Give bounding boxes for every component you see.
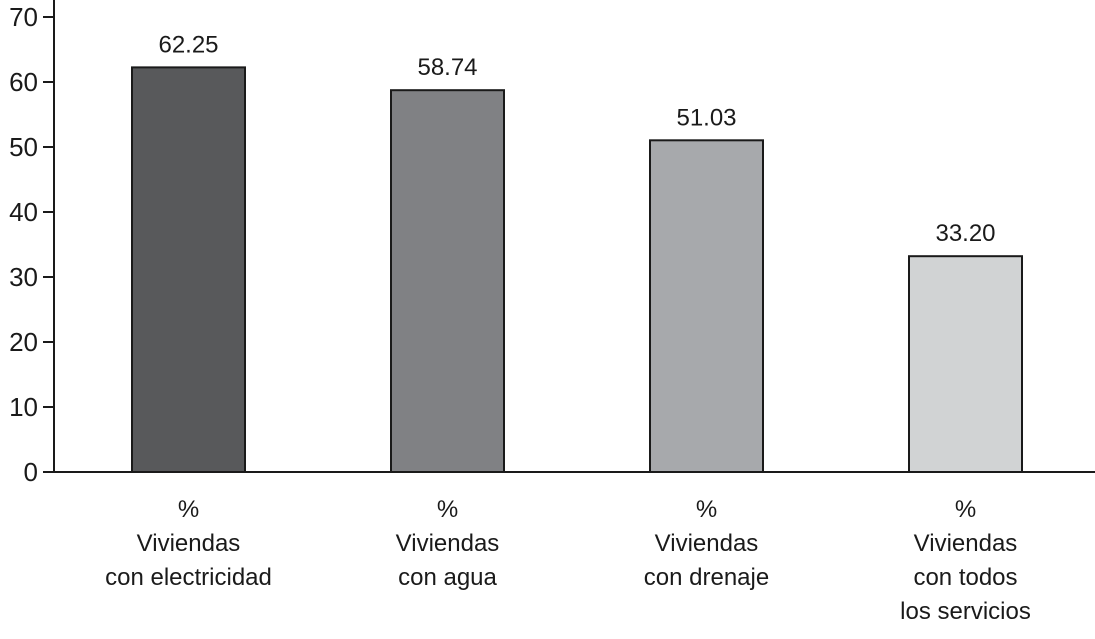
x-category-label: con electricidad [105,564,272,591]
y-tick-label: 50 [9,132,38,162]
data-label: 58.74 [417,54,477,81]
y-tick-label: 30 [9,262,38,292]
y-tick-label: 60 [9,67,38,97]
x-category-label: Viviendas [137,530,241,557]
x-category-label: los servicios [900,598,1031,625]
x-category-label: con agua [398,564,497,591]
x-category-label: Viviendas [396,530,500,557]
bar [131,66,246,473]
data-label: 33.20 [935,220,995,247]
y-tick-label: 0 [24,457,38,487]
x-category-label: % [178,496,199,523]
x-category-label: % [955,496,976,523]
y-tick-label: 20 [9,327,38,357]
x-category-label: % [437,496,458,523]
y-tick-label: 10 [9,392,38,422]
x-category-label: Viviendas [655,530,759,557]
bar [908,255,1023,474]
y-tick-label: 40 [9,197,38,227]
x-category-label: Viviendas [914,530,1018,557]
x-category-label: % [696,496,717,523]
data-label: 62.25 [158,31,218,58]
data-label: 51.03 [676,104,736,131]
bar [390,89,505,473]
y-tick-label: 70 [9,2,38,32]
x-category-label: con drenaje [644,564,769,591]
bar [649,139,764,473]
x-category-label: con todos [913,564,1017,591]
